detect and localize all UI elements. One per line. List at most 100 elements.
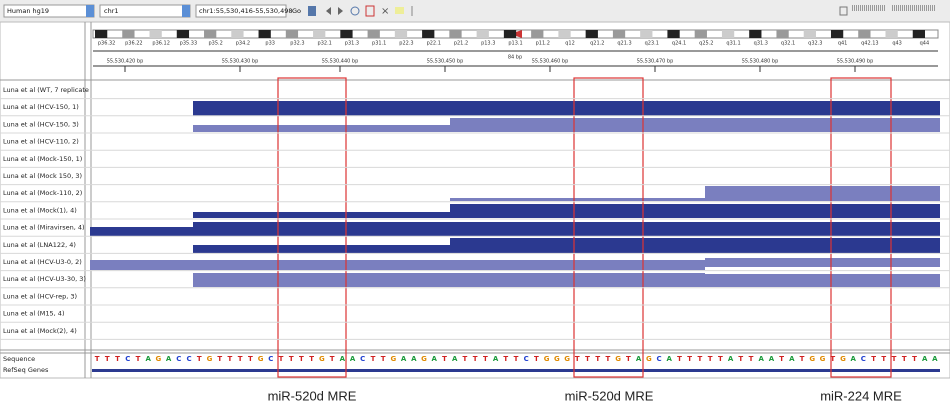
- track-name: Sequence: [3, 355, 35, 363]
- base: T: [95, 355, 100, 363]
- base: A: [145, 355, 151, 363]
- base: T: [115, 355, 120, 363]
- base: C: [656, 355, 661, 363]
- base: A: [728, 355, 734, 363]
- band-label: p22.1: [427, 41, 441, 47]
- ideogram-band: [776, 30, 789, 38]
- ideogram-band: [285, 30, 299, 38]
- ideogram-band: [122, 30, 135, 38]
- ideogram-band: [258, 30, 271, 38]
- ideogram-band: [612, 30, 626, 38]
- base: C: [186, 355, 191, 363]
- base: G: [615, 355, 621, 363]
- track-name: Luna et al (Mock-110, 2): [3, 189, 82, 197]
- base: A: [432, 355, 438, 363]
- ideogram-band: [367, 30, 380, 38]
- base: A: [850, 355, 856, 363]
- band-label: q21.3: [617, 41, 631, 47]
- base: T: [105, 355, 110, 363]
- band-label: p21.2: [454, 41, 468, 47]
- band-label: q44: [920, 41, 930, 47]
- base: A: [452, 355, 458, 363]
- band-label: q23.1: [645, 41, 659, 47]
- ideogram-band: [531, 30, 544, 38]
- base: G: [544, 355, 550, 363]
- track-name: Luna et al (Mock(1), 4): [3, 206, 77, 214]
- base: A: [636, 355, 642, 363]
- ruler-label: 55,530,460 bp: [532, 59, 569, 65]
- base: T: [381, 355, 386, 363]
- base: A: [411, 355, 417, 363]
- base: T: [738, 355, 743, 363]
- band-label: q25.2: [699, 41, 713, 47]
- base: G: [564, 355, 570, 363]
- track-name: Luna et al (HCV-150, 1): [3, 103, 79, 111]
- base: A: [667, 355, 673, 363]
- band-label: p34.2: [236, 41, 250, 47]
- base: A: [166, 355, 172, 363]
- band-label: p31.1: [372, 41, 386, 47]
- base: T: [534, 355, 539, 363]
- ideogram-band: [803, 30, 816, 38]
- track-name: Luna et al (HCV-110, 2): [3, 138, 79, 146]
- chromosome: chr1: [104, 7, 119, 15]
- base: T: [687, 355, 692, 363]
- base: T: [892, 355, 897, 363]
- go-button[interactable]: Go: [292, 7, 301, 15]
- ideogram-band: [858, 30, 871, 38]
- base: C: [360, 355, 365, 363]
- band-label: p33: [265, 41, 275, 47]
- locus: chr1:55,530,416-55,530,498: [199, 7, 292, 15]
- base: G: [421, 355, 427, 363]
- ideogram-band: [667, 30, 680, 38]
- base: T: [309, 355, 314, 363]
- band-label: q31.3: [754, 41, 768, 47]
- base: T: [902, 355, 907, 363]
- base: A: [922, 355, 928, 363]
- base: T: [800, 355, 805, 363]
- band-label: p11.2: [536, 41, 550, 47]
- base: G: [319, 355, 325, 363]
- base: G: [646, 355, 652, 363]
- ideogram-band: [204, 30, 217, 38]
- base: T: [197, 355, 202, 363]
- track-name: RefSeq Genes: [3, 366, 49, 374]
- band-label: p36.32: [98, 41, 116, 47]
- ruler-label: 55,530,420 bp: [107, 59, 144, 65]
- ruler-label: 55,530,430 bp: [222, 59, 259, 65]
- dropdown[interactable]: [182, 5, 190, 17]
- coverage: [90, 101, 940, 372]
- band-label: q32.3: [808, 41, 822, 47]
- base: C: [176, 355, 181, 363]
- base: T: [708, 355, 713, 363]
- mre-box: [277, 77, 892, 378]
- base: A: [401, 355, 407, 363]
- band-label: p36.22: [125, 41, 143, 47]
- band-label: q41: [838, 41, 848, 47]
- base: T: [677, 355, 682, 363]
- toolbar-icons: ×: [308, 5, 935, 17]
- locus-box[interactable]: [195, 4, 287, 18]
- base: G: [554, 355, 560, 363]
- base: T: [749, 355, 754, 363]
- base: A: [789, 355, 795, 363]
- base: G: [391, 355, 397, 363]
- base: T: [299, 355, 304, 363]
- band-label: q42.13: [861, 41, 879, 47]
- ruler-label: 55,530,450 bp: [427, 59, 464, 65]
- base: T: [595, 355, 600, 363]
- base: G: [258, 355, 264, 363]
- dropdown[interactable]: [86, 5, 94, 17]
- base: T: [483, 355, 488, 363]
- base: G: [809, 355, 815, 363]
- ideogram-band: [422, 30, 435, 38]
- base: G: [207, 355, 213, 363]
- band-label: q31.1: [726, 41, 740, 47]
- ideogram-band: [340, 30, 353, 38]
- track-name: Luna et al (LNA122, 4): [3, 241, 76, 249]
- ideogram-band: [749, 30, 762, 38]
- track-name: Luna et al (HCV-150, 3): [3, 120, 79, 128]
- annotation: miR-520d MRE: [565, 388, 654, 403]
- ideogram-band: [176, 30, 190, 38]
